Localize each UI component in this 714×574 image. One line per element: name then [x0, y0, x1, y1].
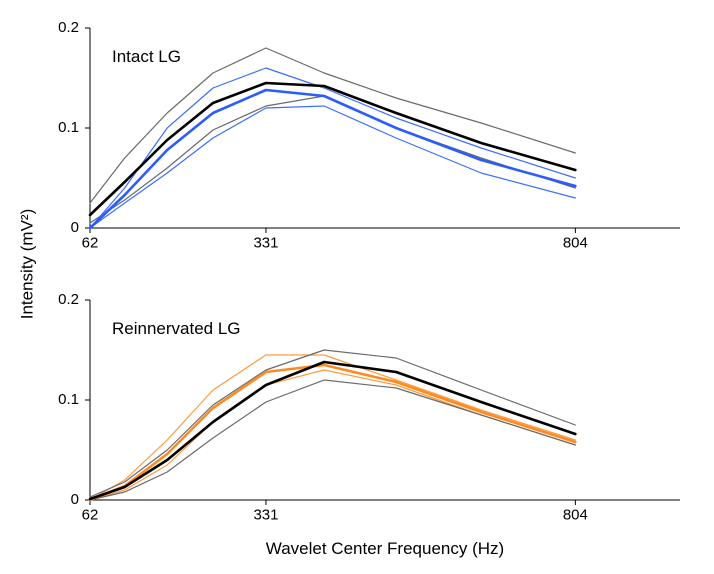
x-tick-label: 804 [563, 506, 588, 523]
y-tick-label: 0.2 [58, 291, 79, 308]
series-line [90, 365, 575, 500]
series-line [90, 48, 575, 203]
series-line [90, 90, 575, 228]
y-axis-label: Intensity (mV²) [17, 209, 36, 320]
y-tick-label: 0 [71, 491, 79, 508]
series-line [90, 362, 575, 499]
series-line [90, 96, 575, 223]
chart-container: 0 0.1 0.2 62 331 804 Intact LG 0 0.1 0.2 62 331 804 R… [0, 0, 714, 574]
x-tick-label: 804 [563, 234, 588, 251]
series-line [90, 355, 575, 500]
y-tick-label: 0.1 [58, 391, 79, 408]
panel-label: Intact LG [112, 47, 181, 66]
x-tick-label: 331 [253, 506, 278, 523]
x-tick-label: 331 [253, 234, 278, 251]
chart-svg: 0 0.1 0.2 62 331 804 Intact LG 0 0.1 0.2 62 331 804 R… [0, 0, 714, 574]
series-line [90, 83, 575, 215]
y-tick-label: 0.1 [58, 119, 79, 136]
x-tick-label: 62 [82, 506, 99, 523]
y-tick-label: 0.2 [58, 19, 79, 36]
panel-label: Reinnervated LG [112, 319, 241, 338]
series-line [90, 370, 575, 500]
x-axis-label: Wavelet Center Frequency (Hz) [266, 539, 504, 558]
x-tick-label: 62 [82, 234, 99, 251]
y-tick-label: 0 [71, 219, 79, 236]
